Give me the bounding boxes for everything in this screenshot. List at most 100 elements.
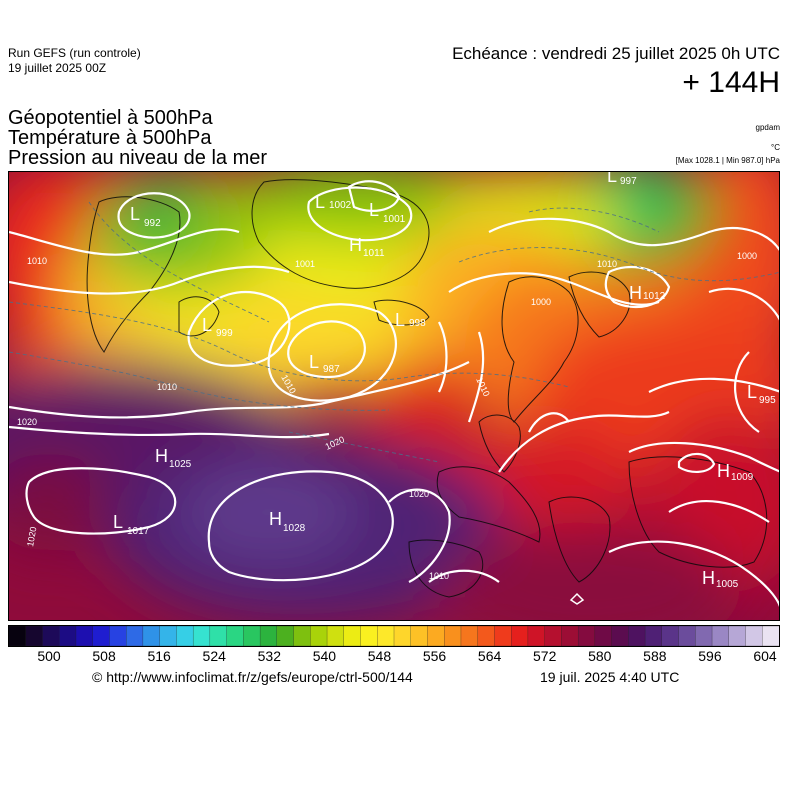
geopotential-contours xyxy=(9,201,779,463)
color-scale-tick: 556 xyxy=(422,648,447,664)
color-scale-cell xyxy=(377,625,395,647)
color-scale-cell xyxy=(326,625,345,647)
color-scale-tick: 588 xyxy=(643,648,667,664)
pressure-center: L 1001 xyxy=(369,200,406,225)
pressure-center-value: 1028 xyxy=(283,523,306,534)
run-title: Run GEFS (run controle) xyxy=(8,46,141,60)
pressure-center-type: L xyxy=(315,192,325,212)
pressure-center: L 995 xyxy=(747,382,776,406)
color-scale-cell xyxy=(494,625,512,647)
color-scale-cell xyxy=(611,625,630,647)
map-canvas: L 992 L 1002 L 1001 H 1011 L 997 H 1012 L 999 L… xyxy=(9,172,779,620)
color-scale-cell xyxy=(661,625,680,647)
color-scale-cell xyxy=(343,625,362,647)
color-scale-cell xyxy=(762,625,780,647)
color-scale-cell xyxy=(59,625,77,647)
pressure-center-value: 1002 xyxy=(329,200,352,211)
isobar-label: 1010 xyxy=(429,571,449,581)
isobar-label: 1000 xyxy=(531,297,551,307)
isobar-label: 1020 xyxy=(409,489,429,499)
parameter-list: Géopotentiel à 500hPa Température à 500h… xyxy=(8,108,267,168)
isobar-label: 1010 xyxy=(27,256,47,266)
pressure-center: L 1017 xyxy=(113,512,150,537)
pressure-center-type: L xyxy=(309,352,319,372)
pressure-center: H 1028 xyxy=(269,509,306,534)
pressure-center-value: 987 xyxy=(323,364,340,375)
source-url[interactable]: © http://www.infoclimat.fr/z/gefs/europe… xyxy=(92,669,413,685)
coastlines xyxy=(86,179,768,598)
color-scale-tick: 500 xyxy=(37,648,61,664)
parameter-geopotential: Géopotentiel à 500hPa xyxy=(8,107,213,129)
pressure-center: L 998 xyxy=(395,310,426,330)
color-scale-cell xyxy=(594,625,613,647)
color-scale-tick: 516 xyxy=(147,648,171,664)
unit-geopotential: gpdam xyxy=(755,123,780,132)
pressure-center-value: 1017 xyxy=(127,526,150,537)
pressure-center: H 1011 xyxy=(349,235,385,259)
color-scale-cell xyxy=(695,625,713,647)
color-scale-cell xyxy=(728,625,747,647)
pressure-center-type: H xyxy=(269,509,282,529)
color-scale-cell xyxy=(628,625,646,647)
color-scale-cell xyxy=(226,625,245,647)
color-scale-cell xyxy=(259,625,278,647)
color-scale-cell xyxy=(92,625,111,647)
pressure-centers: L 992 L 1002 L 1001 H 1011 L 997 H 1012 L 999 L… xyxy=(113,172,776,590)
color-scale-tick: 540 xyxy=(312,648,337,664)
pressure-center: L 987 xyxy=(309,352,340,375)
color-scale-cell xyxy=(711,625,730,647)
color-scale-cell xyxy=(745,625,764,647)
lead-time: + 144H xyxy=(682,66,780,99)
color-scale-cell xyxy=(460,625,479,647)
color-scale-tick: 572 xyxy=(533,648,557,664)
generated-timestamp: 19 juil. 2025 4:40 UTC xyxy=(540,669,680,685)
small-isobar xyxy=(569,592,585,605)
color-scale-cell xyxy=(243,625,261,647)
parameter-pressure: Pression au niveau de la mer xyxy=(8,147,268,169)
pressure-center-type: L xyxy=(130,204,140,224)
color-scale-cell xyxy=(561,625,579,647)
color-scale-cell xyxy=(142,625,161,647)
pressure-center-value: 1025 xyxy=(169,459,192,470)
color-scale-cell xyxy=(126,625,144,647)
color-scale-bar xyxy=(8,625,780,647)
color-scale-cell xyxy=(644,625,663,647)
pressure-center-type: H xyxy=(629,283,642,303)
isobar-label: 1020 xyxy=(25,526,38,547)
unit-temperature: °C xyxy=(771,143,780,152)
color-scale-cell xyxy=(427,625,445,647)
pressure-center-type: L xyxy=(202,315,212,335)
pressure-center-type: L xyxy=(395,310,405,330)
color-scale-cell xyxy=(360,625,379,647)
pressure-center-type: L xyxy=(607,172,617,186)
pressure-center-type: H xyxy=(349,235,362,255)
pressure-center: H 1009 xyxy=(717,461,754,483)
color-scale-cell xyxy=(209,625,228,647)
pressure-center-value: 1001 xyxy=(383,214,406,225)
color-scale-tick: 508 xyxy=(92,648,116,664)
pressure-center-type: L xyxy=(369,200,379,220)
pressure-center-value: 998 xyxy=(409,318,426,329)
color-scale-cell xyxy=(678,625,697,647)
color-scale-cell xyxy=(25,625,44,647)
color-scale-cell xyxy=(444,625,462,647)
pressure-center-value: 1011 xyxy=(363,248,385,259)
pressure-center-value: 1012 xyxy=(643,291,666,302)
isobar-label: 1000 xyxy=(737,251,757,261)
color-scale-cell xyxy=(293,625,312,647)
color-scale-tick: 564 xyxy=(477,648,502,664)
run-date: 19 juillet 2025 00Z xyxy=(8,61,107,75)
pressure-center-type: H xyxy=(717,461,730,481)
pressure-range: [Max 1028.1 | Min 987.0] hPa xyxy=(675,156,780,165)
color-scale-cell xyxy=(159,625,178,647)
isobar-label: 1020 xyxy=(17,417,37,427)
pressure-center-type: L xyxy=(113,512,123,532)
color-scale-cell xyxy=(176,625,194,647)
isobar-label: 1001 xyxy=(295,259,315,269)
color-scale-tick: 532 xyxy=(257,648,281,664)
pressure-center: H 1012 xyxy=(629,283,666,303)
pressure-center-type: H xyxy=(702,568,715,588)
pressure-center: H 1025 xyxy=(155,446,192,470)
valid-time: Echéance : vendredi 25 juillet 2025 0h U… xyxy=(452,44,780,63)
color-scale-tick: 548 xyxy=(367,648,392,664)
